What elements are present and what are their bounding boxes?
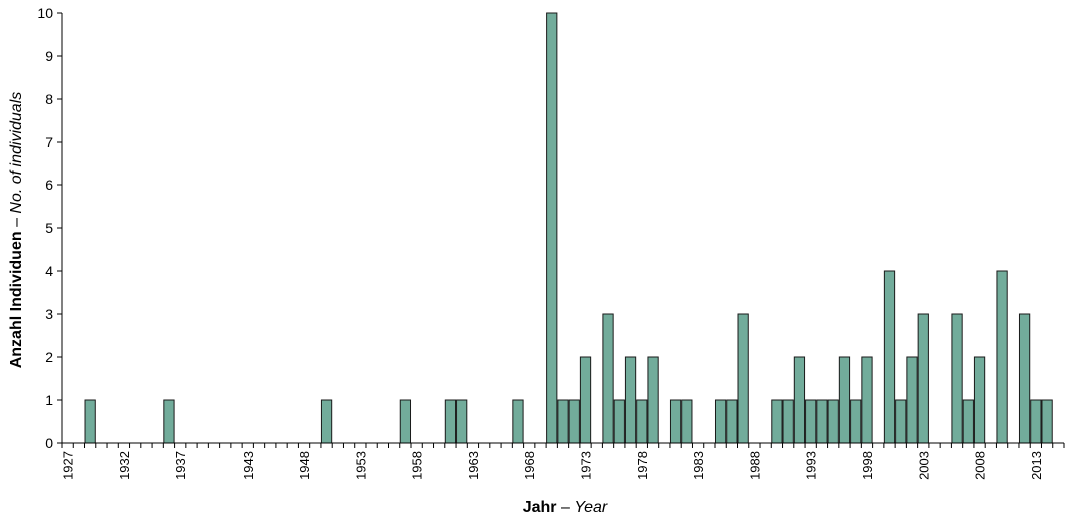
x-tick-label: 1973 bbox=[579, 451, 594, 480]
bar-1991 bbox=[782, 399, 794, 444]
y-tick-label: 1 bbox=[45, 392, 53, 408]
y-axis-title-bold: Anzahl Individuen bbox=[8, 231, 25, 368]
x-tick-label: 1958 bbox=[410, 451, 425, 480]
y-axis-title: Anzahl Individuen – No. of individuals bbox=[8, 92, 25, 369]
bar-1995 bbox=[827, 399, 839, 444]
bar-1992 bbox=[793, 356, 806, 444]
x-tick-label: 1968 bbox=[522, 451, 537, 480]
bar-1987 bbox=[737, 313, 749, 444]
y-tick-label: 8 bbox=[45, 91, 53, 107]
x-tick-label: 1932 bbox=[117, 451, 132, 480]
bar-1973 bbox=[579, 356, 592, 444]
bar-1982 bbox=[681, 399, 693, 444]
bar-1996 bbox=[838, 356, 851, 444]
y-axis-title-italic: No. of individuals bbox=[8, 92, 25, 214]
x-tick-label: 1927 bbox=[61, 451, 76, 480]
bar-1929 bbox=[84, 399, 96, 444]
x-ticks-group: 1927 1932 1937 1943 1948 1953 1958 1963 1968 1973… bbox=[61, 443, 1065, 480]
x-tick-label: 1937 bbox=[173, 451, 188, 480]
bar-1970 bbox=[546, 12, 558, 444]
bar-1971 bbox=[557, 399, 569, 444]
x-tick-label: 1953 bbox=[353, 451, 368, 480]
x-tick-label: 1998 bbox=[860, 451, 875, 480]
bar-1950 bbox=[320, 399, 333, 444]
bar-1936 bbox=[163, 399, 175, 444]
bar-2013 bbox=[1030, 399, 1042, 444]
bar-1961 bbox=[444, 399, 457, 444]
bar-1993 bbox=[805, 399, 817, 444]
bar-1957 bbox=[399, 399, 412, 444]
bar-2001 bbox=[895, 399, 907, 444]
x-tick-label: 1963 bbox=[466, 451, 481, 480]
bar-2003 bbox=[917, 313, 929, 444]
x-tick-label: 1993 bbox=[804, 451, 819, 480]
x-tick-label: 1983 bbox=[691, 451, 706, 480]
bar-1977 bbox=[624, 356, 637, 444]
bar-1975 bbox=[602, 313, 614, 444]
bar-2012 bbox=[1018, 313, 1031, 444]
bar-1986 bbox=[726, 399, 738, 444]
bar-2014 bbox=[1041, 399, 1053, 444]
bar-1998 bbox=[861, 356, 873, 444]
y-tick-label: 2 bbox=[45, 349, 53, 365]
bar-1978 bbox=[636, 399, 648, 444]
y-tick-label: 5 bbox=[45, 220, 53, 236]
x-tick-label: 2008 bbox=[973, 451, 988, 480]
y-ticks-group: 0 1 2 3 4 5 6 7 8 9 10 bbox=[37, 5, 62, 451]
bar-2008 bbox=[973, 356, 986, 444]
y-tick-label: 3 bbox=[45, 306, 53, 322]
x-tick-label: 2013 bbox=[1029, 451, 1044, 480]
bar-1972 bbox=[568, 399, 580, 444]
bar-2000 bbox=[883, 270, 896, 444]
bars-group bbox=[84, 12, 1053, 444]
bar-1967 bbox=[512, 399, 524, 444]
bar-1981 bbox=[669, 399, 682, 444]
bar-1997 bbox=[850, 399, 862, 444]
x-axis-title-italic: Year bbox=[574, 499, 608, 516]
y-tick-label: 10 bbox=[37, 5, 53, 21]
x-tick-label: 2003 bbox=[916, 451, 931, 480]
y-axis-title-sep: – bbox=[8, 214, 25, 232]
bar-1976 bbox=[613, 399, 625, 444]
bar-1985 bbox=[714, 399, 727, 444]
x-tick-label: 1978 bbox=[635, 451, 650, 480]
bar-1994 bbox=[816, 399, 828, 444]
y-tick-label: 6 bbox=[45, 177, 53, 193]
bar-2006 bbox=[951, 313, 963, 444]
y-tick-label: 4 bbox=[45, 263, 53, 279]
x-tick-label: 1943 bbox=[241, 451, 256, 480]
x-tick-label: 1948 bbox=[297, 451, 312, 480]
bar-1962 bbox=[456, 399, 468, 444]
bar-2010 bbox=[996, 270, 1008, 444]
x-axis-title-bold: Jahr bbox=[523, 499, 557, 516]
x-axis-title: Jahr – Year bbox=[523, 499, 608, 516]
bar-1979 bbox=[647, 356, 659, 444]
x-axis-title-sep: – bbox=[557, 499, 575, 516]
y-tick-label: 0 bbox=[45, 435, 53, 451]
bar-1990 bbox=[771, 399, 783, 444]
bar-2007 bbox=[962, 399, 974, 444]
y-tick-label: 9 bbox=[45, 48, 53, 64]
y-tick-label: 7 bbox=[45, 134, 53, 150]
bar-2002 bbox=[906, 356, 918, 444]
x-tick-label: 1988 bbox=[747, 451, 762, 480]
